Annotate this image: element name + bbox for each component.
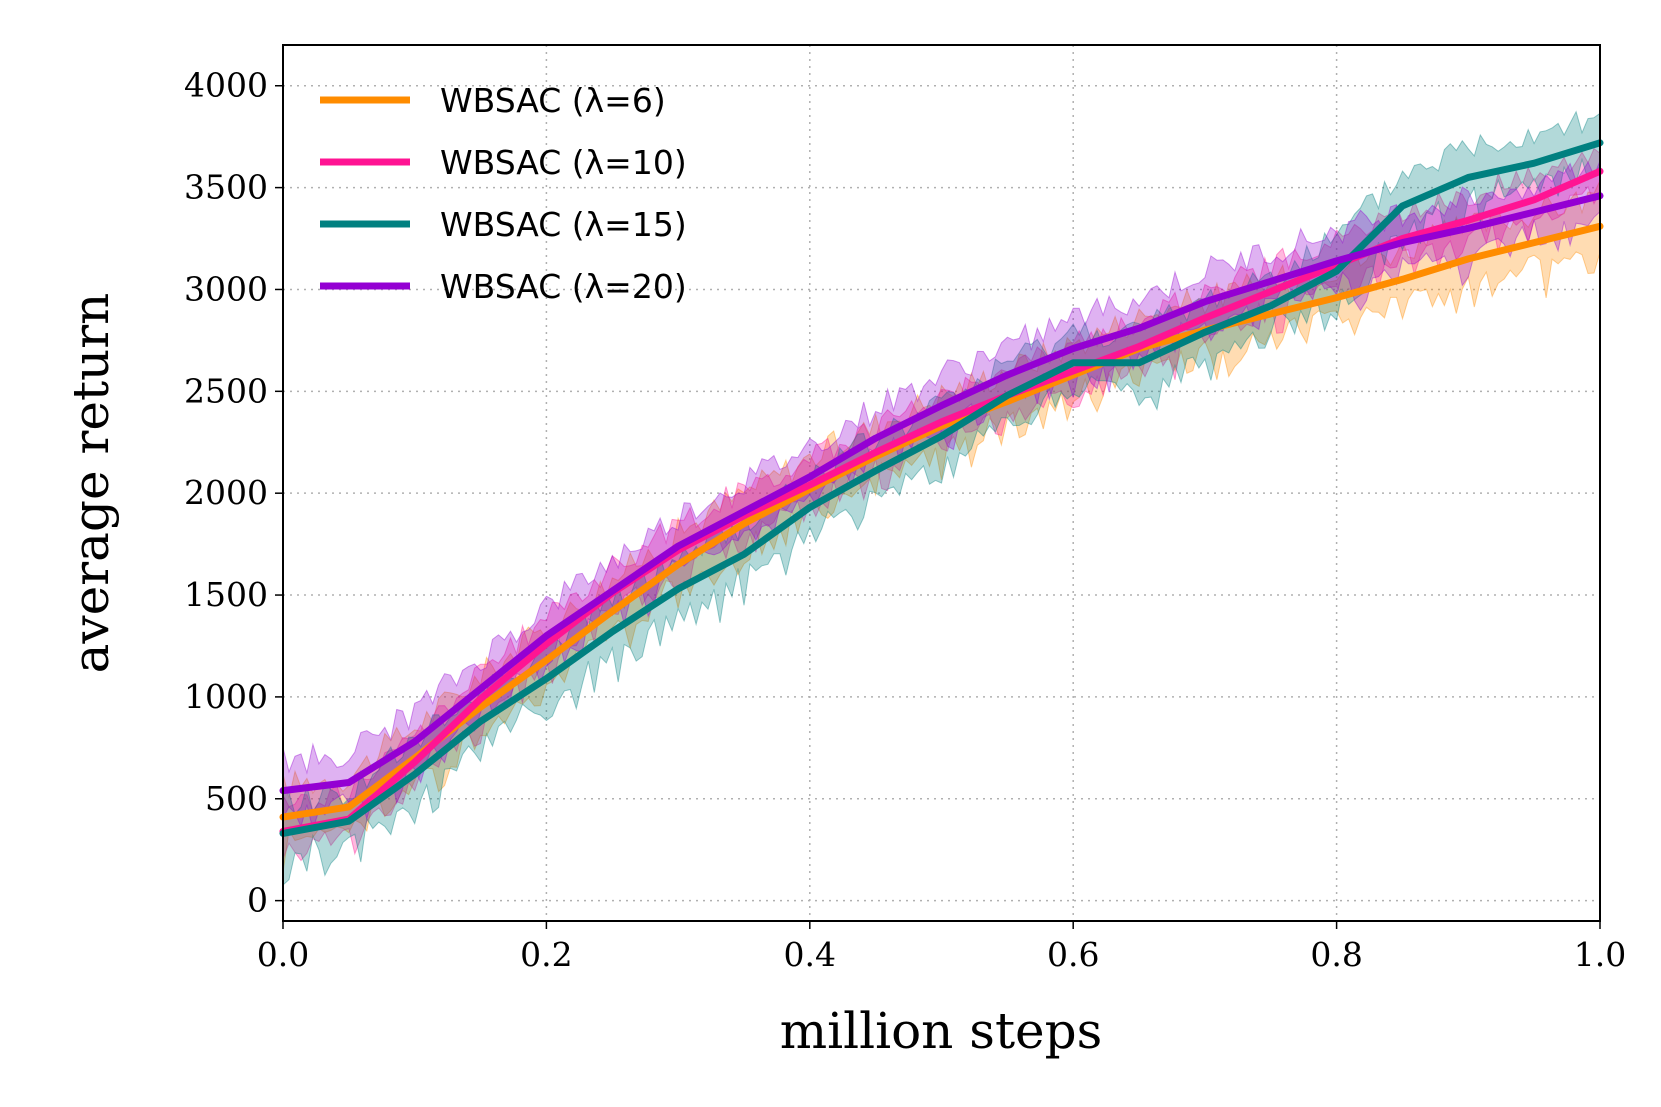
y-tick-label: 4000 xyxy=(184,66,268,105)
legend: WBSAC (λ=6) WBSAC (λ=10) WBSAC (λ=15) WBSAC… xyxy=(320,81,687,306)
y-tick-label: 2500 xyxy=(184,371,268,410)
legend-label: WBSAC (λ=15) xyxy=(440,205,687,244)
series-lines xyxy=(279,139,1604,837)
y-tick-label: 3500 xyxy=(184,168,268,207)
x-axis-title: million steps xyxy=(780,1002,1103,1060)
grid xyxy=(282,45,1601,921)
plot-frame xyxy=(282,44,1601,922)
legend-label: WBSAC (λ=10) xyxy=(440,143,687,182)
x-tick-label: 1.0 xyxy=(1574,935,1626,974)
y-tick-label: 1000 xyxy=(184,677,268,716)
legend-label: WBSAC (λ=6) xyxy=(440,81,666,120)
y-tick-label: 0 xyxy=(247,881,268,920)
x-tick-label: 0.8 xyxy=(1310,935,1362,974)
ticks: 0.0 0.2 0.4 0.6 0.8 1.0 0 500 1000 1500 2000 2500 30… xyxy=(184,66,1626,974)
y-axis-title: average return xyxy=(62,293,120,674)
y-tick-label: 2000 xyxy=(184,473,268,512)
y-tick-label: 1500 xyxy=(184,575,268,614)
y-tick-label: 3000 xyxy=(184,269,268,308)
x-tick-label: 0.2 xyxy=(520,935,572,974)
x-tick-label: 0.6 xyxy=(1047,935,1099,974)
y-tick-label: 500 xyxy=(205,779,268,818)
x-tick-label: 0.4 xyxy=(784,935,836,974)
legend-label: WBSAC (λ=20) xyxy=(440,267,687,306)
x-tick-label: 0.0 xyxy=(257,935,309,974)
